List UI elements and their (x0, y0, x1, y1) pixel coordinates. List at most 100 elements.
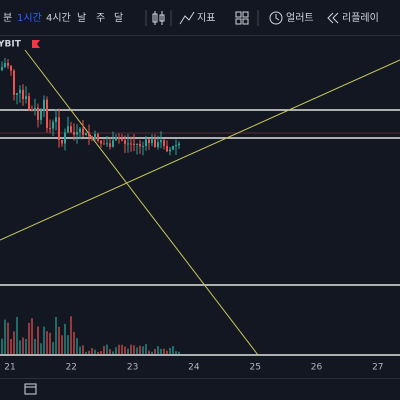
volume-bar (10, 338, 12, 354)
volume-bar (121, 344, 123, 354)
volume-bar (178, 351, 180, 354)
indicators-button[interactable]: 지표 (197, 12, 215, 24)
volume-bar (34, 338, 36, 354)
candle-body (139, 143, 141, 147)
volume-bar (109, 349, 111, 354)
volume-bar (85, 351, 87, 354)
candle-body (13, 70, 15, 95)
volume-bar (58, 326, 60, 354)
candle-body (166, 146, 168, 152)
volume-bar (106, 344, 108, 354)
candle-body (67, 126, 69, 133)
volume-bar (16, 316, 18, 354)
volume-bar (139, 345, 141, 354)
volume-bar (46, 331, 48, 354)
volume-bar (28, 322, 30, 354)
candle-body (49, 127, 51, 129)
candle-body (58, 117, 60, 141)
layout-button[interactable] (235, 11, 249, 25)
candle-body (130, 143, 132, 145)
interval-button[interactable]: 주 (96, 13, 105, 24)
volume-bar (7, 322, 9, 354)
volume-bar (40, 343, 42, 354)
volume-bar (172, 346, 174, 354)
candle-body (109, 143, 111, 147)
candle-body (100, 140, 102, 144)
interval-button[interactable]: 달 (114, 12, 123, 24)
volume-bar (88, 350, 90, 354)
replay-button[interactable]: 리플레이 (342, 12, 379, 24)
volume-bar (151, 351, 153, 354)
alert-icon[interactable] (269, 11, 283, 25)
volume-bar (103, 345, 105, 354)
date-range-button[interactable] (24, 383, 37, 395)
time-label: 23 (127, 363, 138, 373)
volume-bar (76, 338, 78, 354)
interval-button[interactable]: 분 (3, 12, 12, 24)
candle-body (133, 143, 135, 145)
candle-body (94, 133, 96, 139)
volume-bar (115, 347, 117, 354)
alert-button[interactable]: 얼러트 (286, 12, 314, 24)
trend-line (0, 59, 400, 241)
candle-body (4, 63, 6, 68)
candle-body (61, 140, 63, 144)
candle-body (28, 96, 30, 109)
candle-body (40, 110, 42, 120)
candle-body (37, 107, 39, 120)
indicator-icon[interactable] (179, 11, 195, 25)
candle-body (34, 107, 36, 111)
candle-body (124, 140, 126, 144)
candle-body (76, 132, 78, 135)
exchange-label: YBIT (0, 40, 22, 50)
candle-body (172, 146, 174, 150)
candle-body (169, 149, 171, 152)
chart-area (0, 49, 400, 356)
candle-body (145, 139, 147, 147)
volume-bar (31, 318, 33, 354)
volume-bar (169, 347, 171, 354)
candle-body (1, 67, 3, 70)
candle-body (31, 108, 33, 111)
trend-line (24, 49, 259, 356)
candle-body (16, 93, 18, 95)
candle-body (112, 140, 114, 147)
candle-body (10, 65, 12, 71)
candle-type-button[interactable] (152, 11, 165, 25)
volume-bar (112, 351, 114, 354)
volume-bar (118, 344, 120, 354)
candle-body (121, 138, 123, 141)
volume-bar (19, 340, 21, 354)
volume-bar (130, 344, 132, 354)
volume-bar (127, 348, 129, 354)
volume-bar (91, 348, 93, 354)
candle-body (88, 132, 90, 137)
volume-bar (160, 348, 162, 354)
replay-icon[interactable] (327, 12, 339, 24)
candle-body (115, 137, 117, 141)
candle-body (82, 128, 84, 135)
interval-button[interactable]: 1시간 (17, 12, 42, 24)
volume-bar (13, 331, 15, 354)
volume-bar (175, 351, 177, 354)
volume-bar (52, 342, 54, 354)
volume-bar (145, 344, 147, 354)
volume-bar (4, 319, 6, 354)
time-label: 21 (4, 363, 15, 373)
volume-bar (154, 348, 156, 354)
candle-body (118, 137, 120, 139)
volume-bar (148, 350, 150, 354)
candle-body (142, 146, 144, 148)
volume-bar (97, 351, 99, 354)
candle-body (151, 139, 153, 144)
interval-button[interactable]: 4시간 (46, 12, 71, 24)
candle-body (43, 99, 45, 111)
candle-body (157, 142, 159, 148)
candle-body (64, 132, 66, 144)
candle-body (22, 89, 24, 100)
volume-bar (157, 346, 159, 354)
interval-button[interactable]: 날 (77, 12, 86, 24)
volume-bar (166, 350, 168, 354)
candle-body (163, 140, 165, 147)
